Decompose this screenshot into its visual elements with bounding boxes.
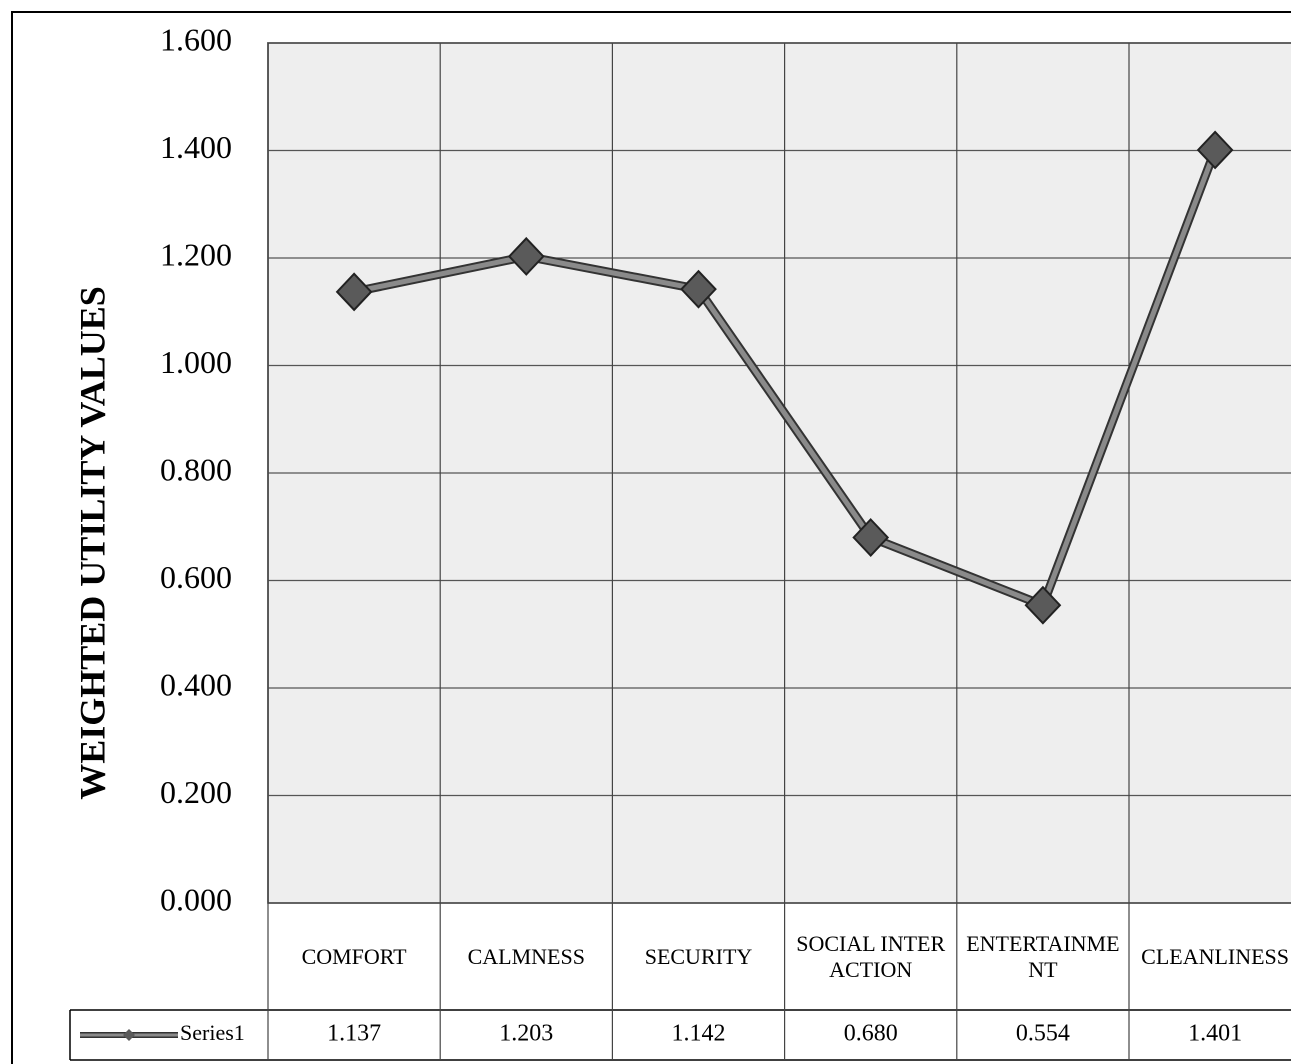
y-tick-label: 1.400: [160, 129, 232, 165]
x-tick-label: CALMNESS: [467, 943, 585, 969]
marker: [1196, 130, 1234, 170]
x-tick-label: COMFORT: [301, 943, 407, 969]
y-tick-label: 1.000: [160, 344, 232, 380]
legend-marker: [123, 1029, 135, 1041]
series-line: [353, 149, 1218, 609]
marker: [335, 272, 373, 312]
y-tick-label: 1.600: [160, 21, 232, 57]
value-label: 0.680: [844, 1021, 898, 1047]
value-label: 1.203: [499, 1021, 553, 1047]
value-label: 1.137: [327, 1021, 381, 1047]
x-tick-label: SOCIAL INTERACTION: [796, 930, 946, 982]
value-label: 0.554: [1016, 1021, 1070, 1047]
y-tick-label: 0.400: [160, 666, 232, 702]
marker: [1024, 585, 1062, 625]
y-tick-label: 0.200: [160, 774, 232, 810]
y-tick-label: 0.000: [160, 881, 232, 917]
marker: [852, 518, 890, 557]
marker: [680, 269, 717, 309]
value-label: 1.401: [1188, 1021, 1242, 1047]
marker: [507, 236, 545, 276]
value-label: 1.142: [672, 1021, 726, 1047]
legend-label: Series1: [180, 1020, 245, 1045]
y-tick-label: 1.200: [160, 236, 232, 272]
x-tick-label: SECURITY: [644, 943, 753, 969]
x-tick-label: CLEANLINESS: [1141, 943, 1290, 969]
y-tick-label: 0.600: [160, 559, 232, 595]
y-axis-label: WEIGHTED UTILITY VALUES: [72, 286, 112, 800]
x-tick-label: ENTERTAINMENT: [966, 930, 1120, 982]
y-tick-label: 0.800: [160, 451, 232, 487]
